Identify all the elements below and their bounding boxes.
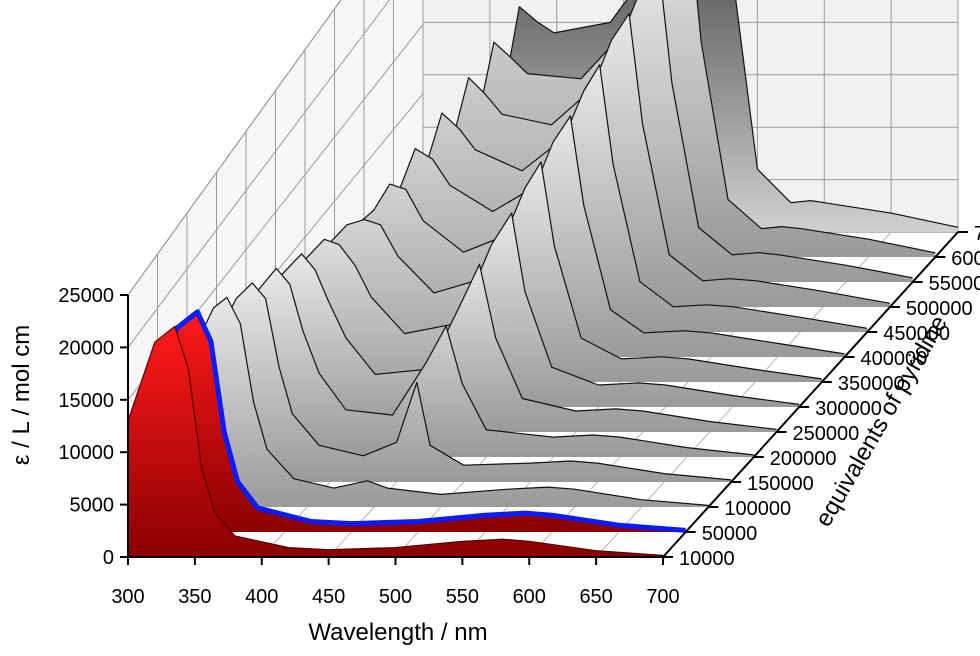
series-line	[399, 0, 936, 254]
series-area	[264, 213, 800, 407]
series-layer	[127, 0, 959, 557]
series-line	[172, 296, 709, 506]
x-tick-label: 650	[579, 586, 612, 608]
series-line	[240, 253, 777, 430]
x-tick-label: 550	[446, 586, 479, 608]
series-line	[309, 115, 845, 355]
z-tick-label: 10000	[679, 548, 735, 570]
z-tick-label: 150000	[747, 473, 814, 495]
x-tick-label: 300	[111, 586, 144, 608]
z-tick-label: 100000	[724, 498, 791, 520]
y-tick-label: 20000	[58, 337, 114, 359]
y-tick-label: 15000	[58, 390, 114, 412]
series-line	[127, 325, 664, 556]
z-tick-label: 250000	[792, 423, 859, 445]
z-tick-label: 50000	[702, 523, 758, 545]
series-line	[195, 282, 732, 481]
x-tick-label: 500	[379, 586, 412, 608]
z-tick-label: 600000	[951, 248, 980, 270]
z-tick-label: 700000	[974, 223, 980, 245]
z-tick-label: 550000	[929, 273, 980, 295]
y-axis-title: ε / L / mol cm	[8, 325, 35, 466]
y-tick-label: 25000	[58, 285, 114, 307]
series-area	[286, 161, 822, 382]
x-tick-label: 600	[513, 586, 546, 608]
series-line	[422, 0, 959, 228]
z-tick-label: 500000	[906, 298, 973, 320]
x-tick-label: 450	[312, 586, 345, 608]
series-line	[331, 64, 868, 329]
x-tick-label: 700	[646, 586, 679, 608]
x-tick-label: 350	[178, 586, 211, 608]
series-line	[263, 212, 800, 405]
z-tick-label: 400000	[861, 348, 928, 370]
z-tick-label: 450000	[883, 323, 950, 345]
y-tick-label: 5000	[70, 495, 115, 517]
series-line	[218, 267, 754, 456]
x-axis-title: Wavelength / nm	[308, 619, 487, 646]
series-area	[241, 253, 777, 432]
chart-axes: 0 5000 10000 15000 20000 25000 300 350 400 450 500…	[58, 223, 980, 608]
x-tick-label: 400	[245, 586, 278, 608]
z-axis-line	[662, 231, 959, 558]
series-line	[354, 13, 891, 304]
series-line	[286, 161, 822, 380]
z-axis-title: equivalents of pyridine	[810, 311, 953, 531]
series-line	[377, 0, 913, 279]
series-area	[128, 326, 663, 557]
series-line	[148, 309, 686, 533]
y-tick-label: 0	[103, 547, 114, 569]
z-tick-label: 200000	[770, 448, 837, 470]
z-tick-label: 350000	[838, 373, 905, 395]
z-tick-label: 300000	[815, 398, 882, 420]
y-tick-label: 10000	[58, 442, 114, 464]
